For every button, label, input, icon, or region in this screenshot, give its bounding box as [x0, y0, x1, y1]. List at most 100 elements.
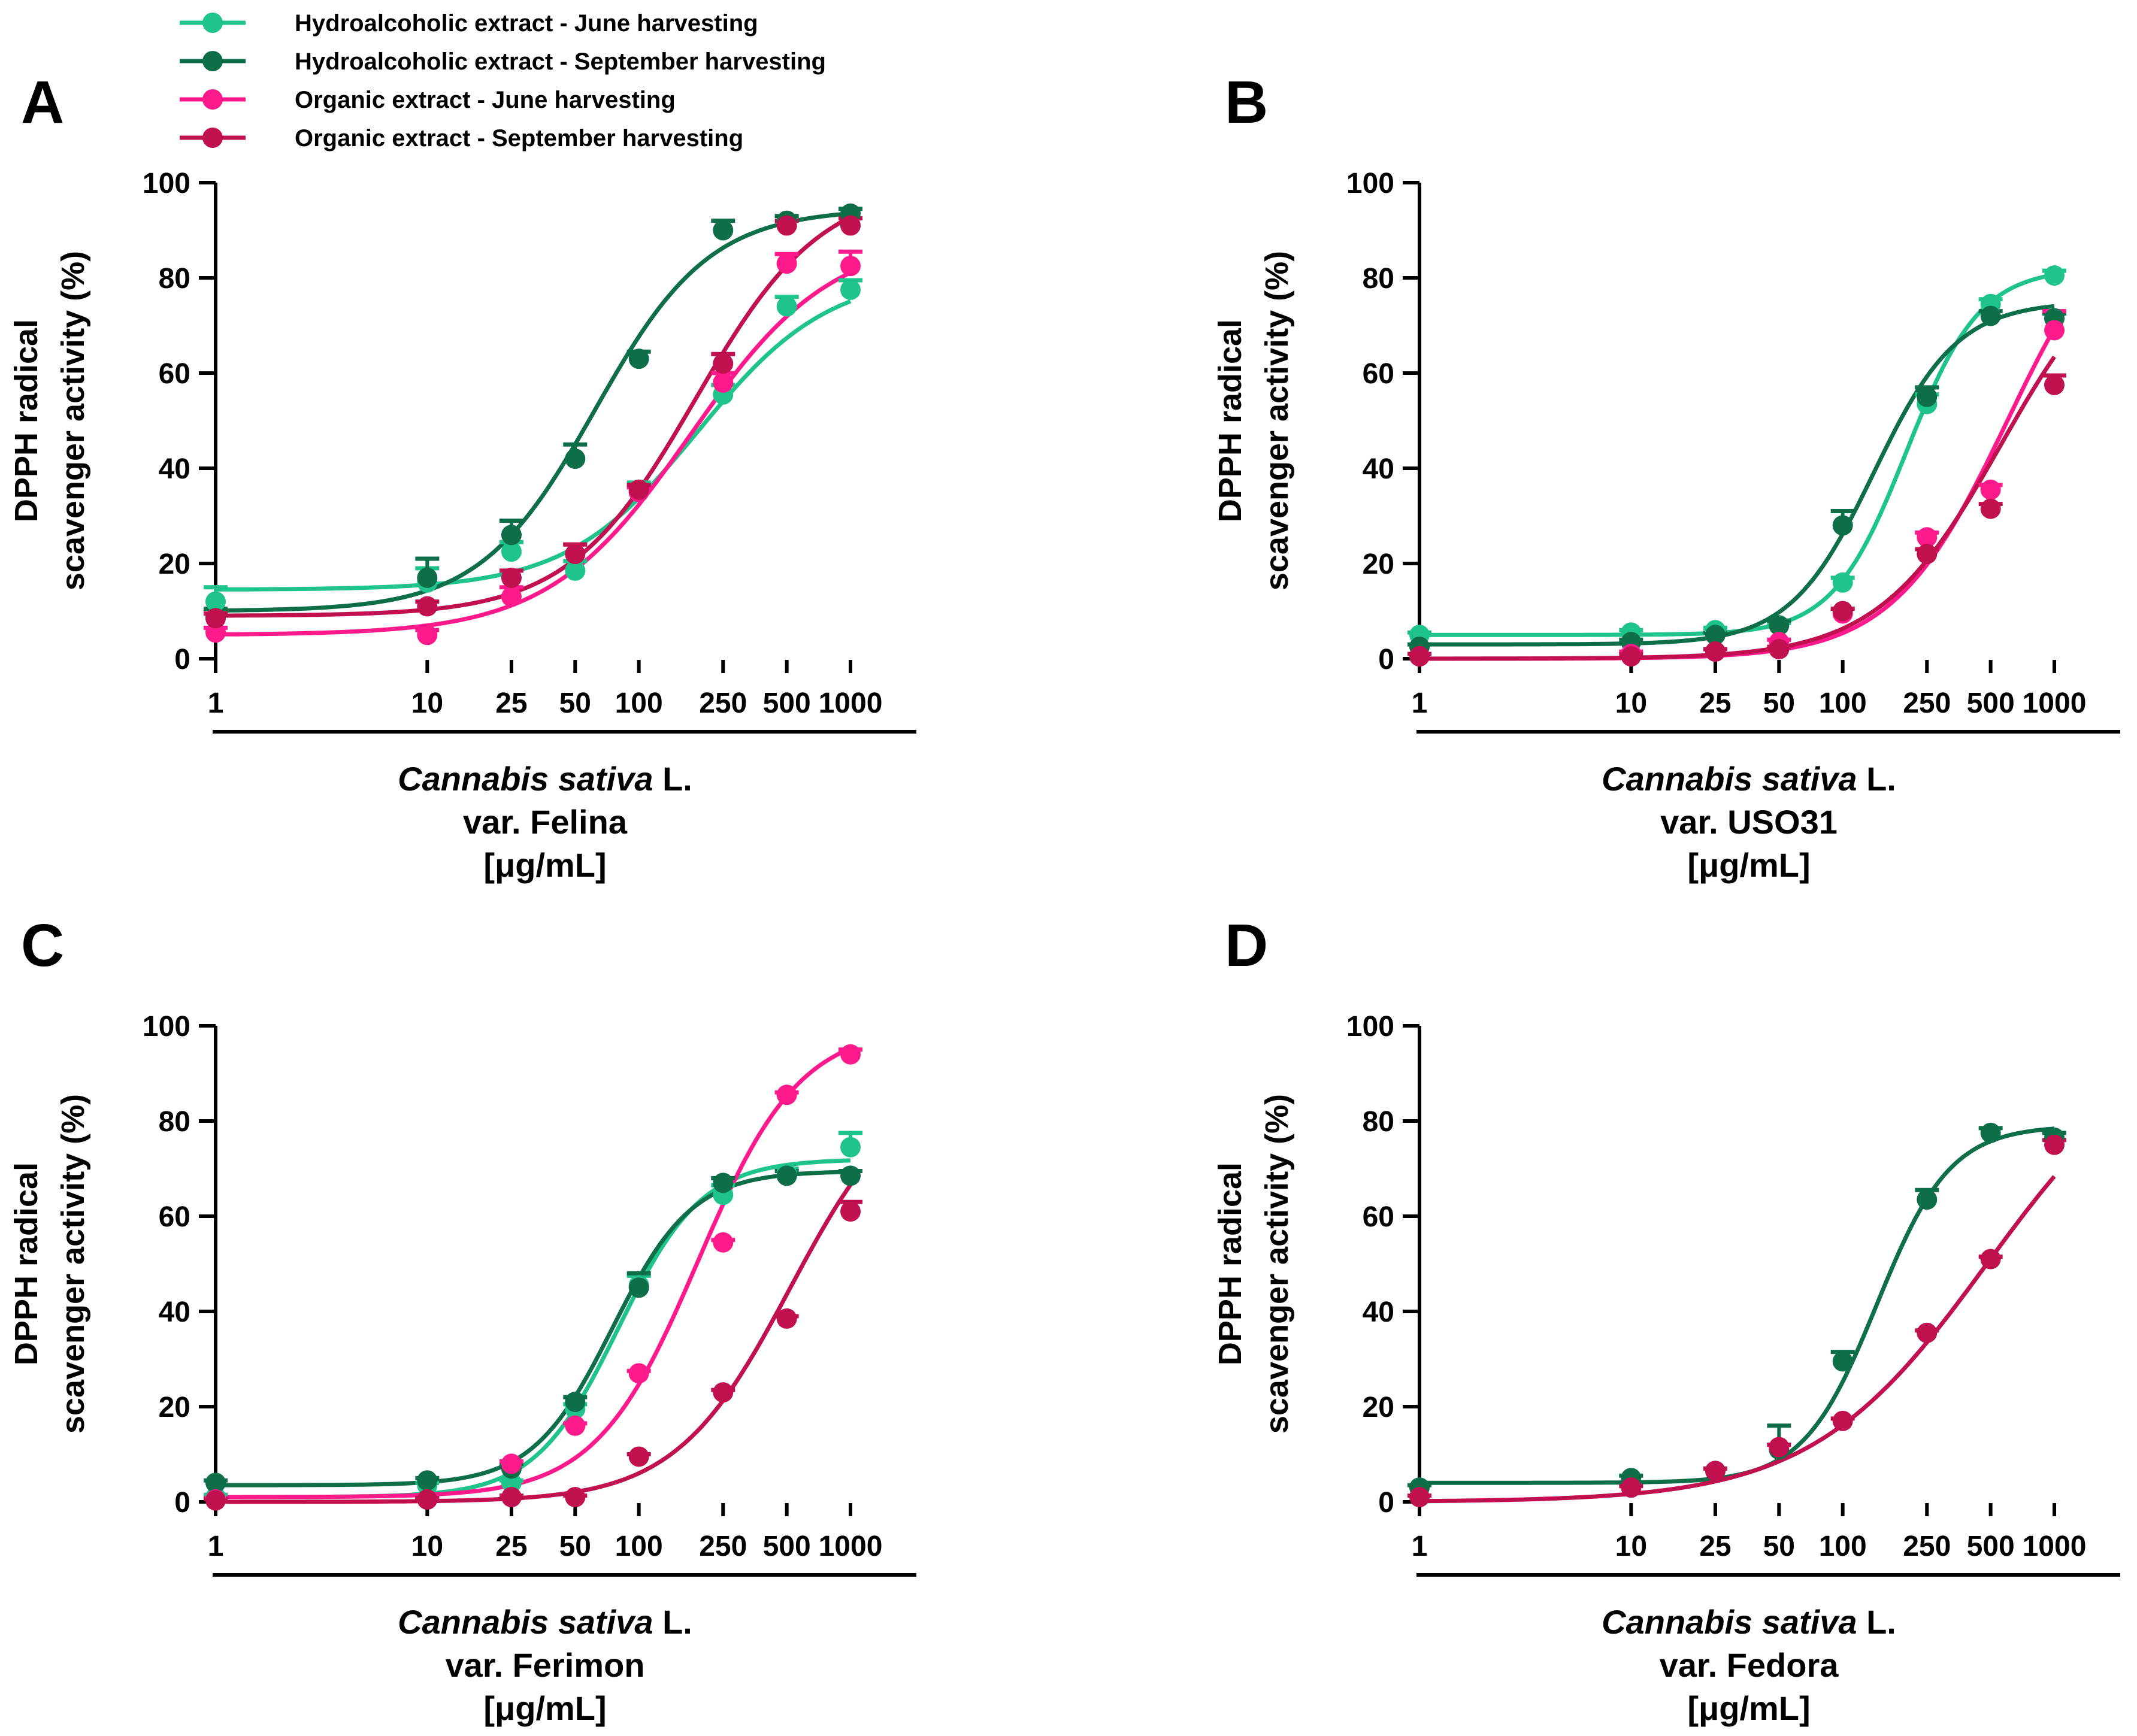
data-point-org_sept [205, 1490, 226, 1511]
data-point-org_sept [417, 596, 438, 617]
y-tick-label: 20 [159, 549, 190, 580]
species-author: L. [1857, 760, 1896, 798]
data-point-org_sept [1769, 639, 1790, 660]
y-tick-label: 60 [159, 358, 190, 390]
data-point-org_sept [565, 544, 586, 565]
x-axis-label-variety: var. Ferimon [445, 1646, 644, 1684]
x-tick-label: 50 [559, 687, 591, 719]
y-tick-label: 80 [159, 263, 190, 295]
x-tick-label: 10 [1615, 1531, 1647, 1562]
fit-curve-hydro_june [1419, 272, 2055, 637]
fit-curve-hydro_sept [1419, 1126, 2055, 1485]
data-point-org_sept [713, 353, 734, 374]
data-point-hydro_sept [417, 567, 438, 588]
y-tick-label: 40 [159, 1296, 190, 1328]
fit-curve-org_june [1419, 327, 2057, 661]
y-tick-label: 60 [1363, 358, 1394, 390]
points [205, 203, 861, 646]
y-tick-label: 0 [174, 644, 190, 675]
data-point-org_sept [1409, 1487, 1430, 1508]
data-point-org_sept [2044, 1134, 2065, 1155]
x-tick-label: 10 [411, 687, 443, 719]
x-tick-label: 500 [1967, 1531, 2015, 1562]
fit-curve-org_sept [1419, 355, 2056, 661]
fit-curve-hydro_june [216, 299, 852, 592]
data-point-org_sept [2044, 374, 2065, 395]
data-point-hydro_sept [1832, 515, 1853, 536]
data-point-org_sept [840, 215, 861, 236]
data-point-hydro_sept [713, 1173, 734, 1193]
curves [1419, 1126, 2056, 1504]
data-point-org_june [776, 253, 797, 274]
x-tick-label: 10 [1615, 687, 1647, 719]
x-tick-label: 250 [699, 687, 747, 719]
x-axis-label-species: Cannabis sativa L. [1602, 760, 1896, 798]
data-point-org_sept [840, 1201, 861, 1222]
data-point-hydro_sept [1832, 1351, 1853, 1372]
data-point-org_sept [1621, 1477, 1642, 1498]
fit-curve-hydro_sept [216, 1170, 851, 1487]
data-point-org_june [501, 1453, 522, 1474]
species-name: Cannabis sativa [1602, 760, 1857, 798]
y-tick-label: 80 [159, 1106, 190, 1138]
data-point-org_sept [205, 608, 226, 629]
y-axis-label: DPPH radical [8, 319, 44, 522]
x-tick-label: 25 [1699, 687, 1731, 719]
data-point-org_sept [501, 1487, 522, 1508]
error-bars [1407, 1126, 2066, 1498]
legend-label-hydro_sept: Hydroalcoholic extract - September harve… [295, 49, 826, 75]
y-tick-label: 60 [159, 1201, 190, 1233]
data-point-org_june [565, 1415, 586, 1436]
x-tick-label: 1 [208, 1531, 224, 1562]
x-axis-label-species: Cannabis sativa L. [398, 1603, 692, 1641]
data-point-org_sept [1832, 601, 1853, 622]
y-tick-label: 100 [1346, 1011, 1394, 1043]
data-point-org_sept [628, 479, 649, 500]
data-point-hydro_june [840, 279, 861, 300]
data-point-org_sept [1409, 646, 1430, 667]
error-bars [204, 207, 862, 635]
data-point-hydro_sept [840, 1165, 861, 1186]
x-tick-label: 50 [1763, 1531, 1795, 1562]
data-point-org_june [417, 625, 438, 646]
y-axis-label: DPPH radical [1212, 1162, 1248, 1365]
species-author: L. [653, 760, 692, 798]
data-point-org_sept [1621, 646, 1642, 667]
data-point-hydro_june [776, 296, 797, 317]
fit-curve-org_sept [216, 1183, 852, 1504]
legend-label-org_sept: Organic extract - September harvesting [295, 125, 743, 152]
legend-label-hydro_june: Hydroalcoholic extract - June harvesting [295, 10, 758, 37]
data-point-org_sept [628, 1446, 649, 1467]
fit-curve-org_june [216, 271, 852, 637]
x-tick-label: 25 [1699, 1531, 1731, 1562]
curves [216, 1046, 852, 1504]
x-axis-label-variety: var. Fedora [1660, 1646, 1839, 1684]
data-point-org_sept [1705, 1461, 1726, 1481]
data-point-org_june [1917, 527, 1938, 548]
data-point-org_sept [1705, 641, 1726, 662]
x-tick-label: 50 [1763, 687, 1795, 719]
data-point-org_june [840, 1044, 861, 1065]
data-point-hydro_sept [776, 1165, 797, 1186]
curves [215, 211, 852, 637]
y-axis-label: scavenger activity (%) [55, 1094, 91, 1434]
x-axis-label-unit: [μg/mL] [483, 846, 606, 884]
fit-curve-org_sept [216, 215, 852, 618]
x-tick-label: 1 [1412, 1531, 1428, 1562]
fit-curve-org_sept [1419, 1175, 2056, 1504]
y-tick-label: 100 [143, 168, 190, 199]
x-tick-label: 500 [1967, 687, 2015, 719]
x-tick-label: 1000 [819, 687, 883, 719]
y-tick-label: 100 [143, 1011, 190, 1043]
data-point-hydro_sept [1769, 615, 1790, 636]
x-axis-label-unit: [μg/mL] [1687, 846, 1810, 884]
x-axis-label-variety: var. USO31 [1660, 803, 1838, 841]
x-tick-label: 100 [615, 1531, 663, 1562]
panel-letter: C [21, 912, 64, 979]
data-point-hydro_sept [1980, 305, 2001, 326]
data-point-org_sept [1917, 1322, 1938, 1343]
y-axis-label: DPPH radical [8, 1162, 44, 1365]
panel-c: C 0 20 40 60 80 100 DPPH radical scavenger activ… [8, 912, 916, 1727]
y-tick-label: 40 [159, 453, 190, 485]
